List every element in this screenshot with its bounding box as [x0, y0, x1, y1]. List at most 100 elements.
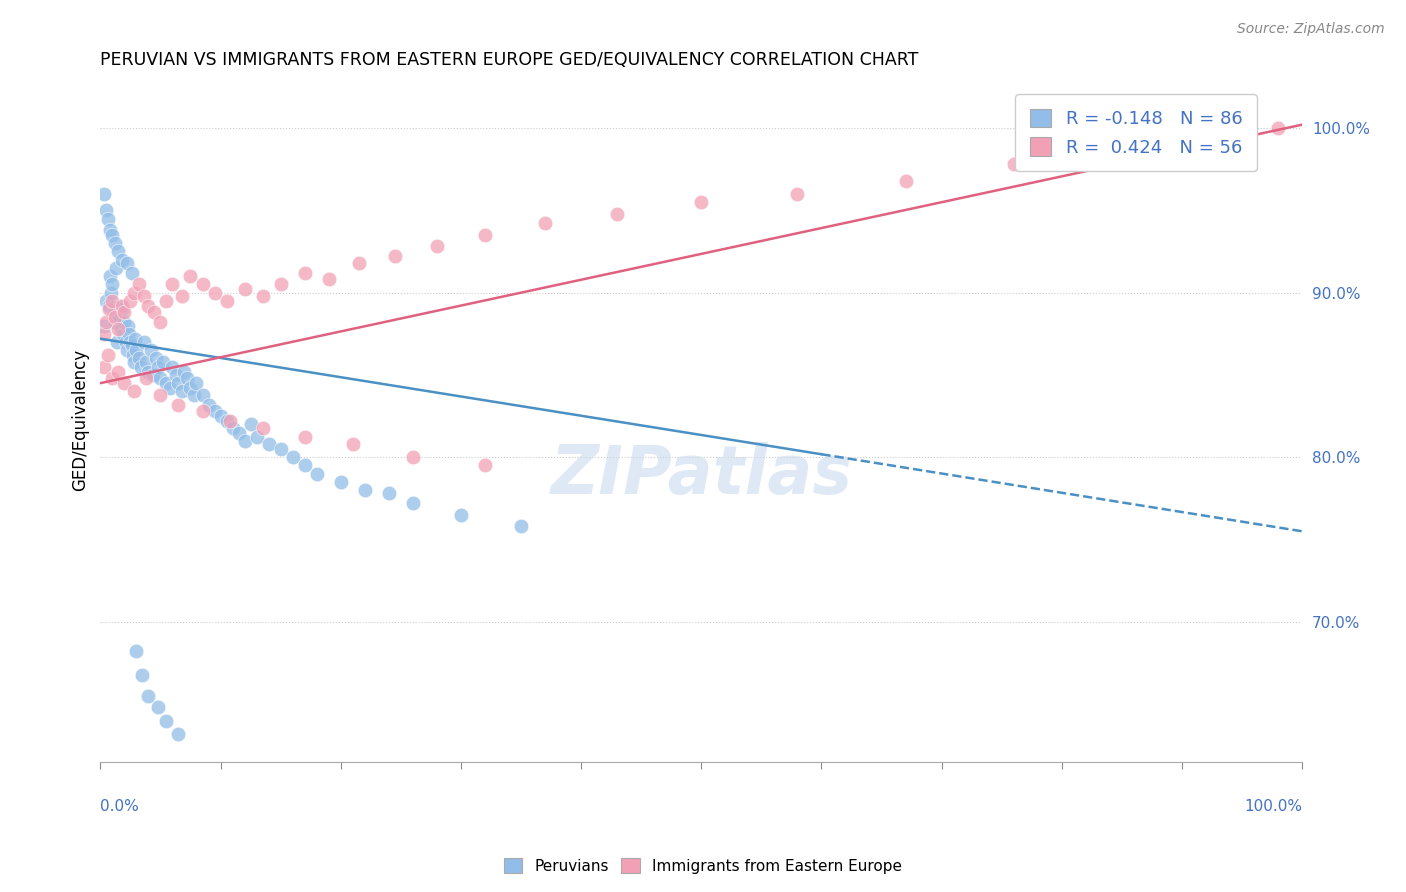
Point — [155, 376, 177, 391]
Point — [221, 420, 243, 434]
Text: ZIPatlas: ZIPatlas — [550, 442, 852, 508]
Point — [204, 404, 226, 418]
Point — [191, 387, 214, 401]
Point — [233, 434, 256, 448]
Point — [690, 195, 713, 210]
Point — [252, 420, 274, 434]
Point — [129, 359, 152, 374]
Point — [252, 289, 274, 303]
Point — [107, 310, 129, 325]
Point — [474, 458, 496, 473]
Point — [122, 285, 145, 300]
Point — [155, 293, 177, 308]
Point — [120, 334, 142, 349]
Point — [186, 376, 208, 391]
Point — [167, 398, 190, 412]
Point — [245, 430, 267, 444]
Point — [215, 293, 238, 308]
Point — [104, 236, 127, 251]
Point — [112, 305, 135, 319]
Point — [197, 398, 219, 412]
Point — [125, 644, 148, 658]
Point — [1267, 120, 1289, 135]
Legend: Peruvians, Immigrants from Eastern Europe: Peruvians, Immigrants from Eastern Europ… — [498, 852, 908, 880]
Point — [170, 289, 193, 303]
Point — [894, 174, 917, 188]
Point — [167, 727, 190, 741]
Point — [329, 475, 352, 489]
Point — [176, 371, 198, 385]
Point — [97, 348, 120, 362]
Point — [149, 387, 172, 401]
Point — [103, 305, 125, 319]
Point — [107, 322, 129, 336]
Point — [402, 496, 425, 510]
Point — [111, 299, 134, 313]
Point — [183, 387, 205, 401]
Point — [97, 211, 120, 226]
Point — [135, 355, 157, 369]
Point — [108, 299, 131, 313]
Point — [191, 404, 214, 418]
Point — [204, 285, 226, 300]
Point — [257, 437, 280, 451]
Point — [215, 414, 238, 428]
Point — [97, 301, 120, 316]
Point — [107, 244, 129, 259]
Text: Source: ZipAtlas.com: Source: ZipAtlas.com — [1237, 22, 1385, 37]
Point — [125, 343, 148, 358]
Point — [145, 351, 167, 366]
Point — [179, 381, 201, 395]
Point — [384, 249, 406, 263]
Point — [239, 417, 262, 432]
Point — [96, 203, 118, 218]
Point — [96, 293, 118, 308]
Text: PERUVIAN VS IMMIGRANTS FROM EASTERN EUROPE GED/EQUIVALENCY CORRELATION CHART: PERUVIAN VS IMMIGRANTS FROM EASTERN EURO… — [100, 51, 918, 69]
Point — [294, 458, 316, 473]
Point — [112, 376, 135, 391]
Point — [219, 414, 242, 428]
Point — [305, 467, 328, 481]
Point — [115, 343, 138, 358]
Point — [138, 689, 160, 703]
Point — [128, 351, 150, 366]
Point — [209, 409, 232, 423]
Point — [1122, 145, 1144, 160]
Point — [191, 277, 214, 292]
Point — [149, 371, 172, 385]
Point — [426, 239, 449, 253]
Point — [97, 299, 120, 313]
Point — [179, 269, 201, 284]
Point — [121, 338, 143, 352]
Point — [104, 310, 127, 325]
Point — [142, 368, 165, 382]
Point — [294, 430, 316, 444]
Point — [165, 368, 187, 382]
Point — [149, 315, 172, 329]
Point — [138, 365, 160, 379]
Point — [128, 277, 150, 292]
Point — [124, 332, 146, 346]
Point — [534, 216, 557, 230]
Point — [139, 343, 162, 358]
Point — [132, 334, 155, 349]
Point — [510, 519, 533, 533]
Point — [281, 450, 304, 465]
Point — [162, 359, 184, 374]
Point — [294, 266, 316, 280]
Point — [342, 437, 364, 451]
Text: 0.0%: 0.0% — [100, 799, 139, 814]
Point — [146, 700, 169, 714]
Point — [170, 384, 193, 399]
Point — [118, 326, 141, 341]
Point — [105, 334, 128, 349]
Point — [786, 186, 808, 201]
Legend: R = -0.148   N = 86, R =  0.424   N = 56: R = -0.148 N = 86, R = 0.424 N = 56 — [1015, 95, 1257, 171]
Point — [1230, 129, 1253, 144]
Point — [135, 371, 157, 385]
Point — [143, 305, 166, 319]
Point — [138, 299, 160, 313]
Point — [93, 326, 115, 341]
Point — [1002, 157, 1025, 171]
Point — [104, 315, 127, 329]
